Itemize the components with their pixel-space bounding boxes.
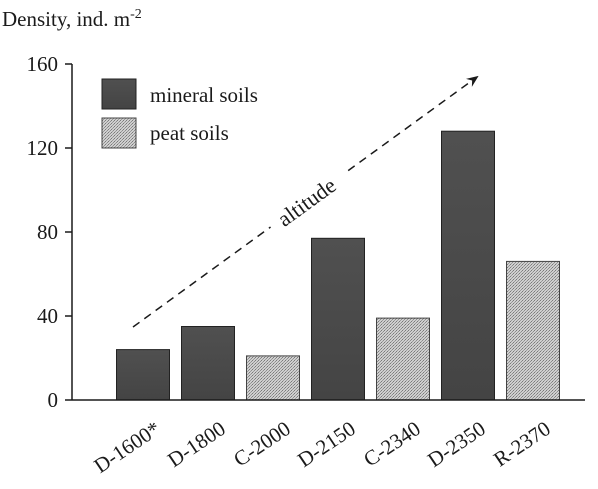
x-category-label: D-2150 [293, 416, 360, 472]
y-axis-label-superscript: -2 [130, 7, 142, 22]
legend-label-mineral: mineral soils [150, 83, 258, 107]
legend-swatch-mineral [101, 78, 137, 110]
legend-swatch-peat [101, 117, 137, 149]
bar-d-2150 [311, 237, 365, 401]
bar-r-2370 [506, 260, 560, 401]
bar-c-2340 [376, 317, 430, 401]
bar-d-1800 [181, 326, 235, 401]
x-category-label: R-2370 [489, 416, 555, 471]
altitude-label-gap [259, 156, 359, 244]
x-category-label: C-2340 [359, 416, 425, 471]
altitude-annotation: altitude [132, 75, 479, 328]
x-category-label: D-2350 [423, 416, 490, 472]
bars [116, 130, 560, 401]
y-tick-label: 160 [27, 52, 59, 76]
y-tick-label: 0 [48, 388, 59, 412]
x-category-label: D-1600* [89, 416, 164, 478]
bar-c-2000 [246, 355, 300, 401]
y-axis-ticks: 0 40 80 120 160 [27, 52, 72, 412]
legend-label-peat: peat soils [150, 121, 229, 145]
x-category-label: C-2000 [229, 416, 295, 471]
bar-d-1600 [116, 349, 170, 401]
x-category-label: D-1800 [163, 416, 230, 472]
y-tick-label: 40 [37, 304, 58, 328]
y-tick-label: 120 [27, 136, 59, 160]
y-axis-label-text: Density, ind. m [2, 7, 130, 31]
bar-d-2350 [441, 130, 495, 401]
legend: mineral soils peat soils [101, 78, 258, 149]
y-tick-label: 80 [37, 220, 58, 244]
y-axis-label: Density, ind. m-2 [2, 7, 142, 31]
